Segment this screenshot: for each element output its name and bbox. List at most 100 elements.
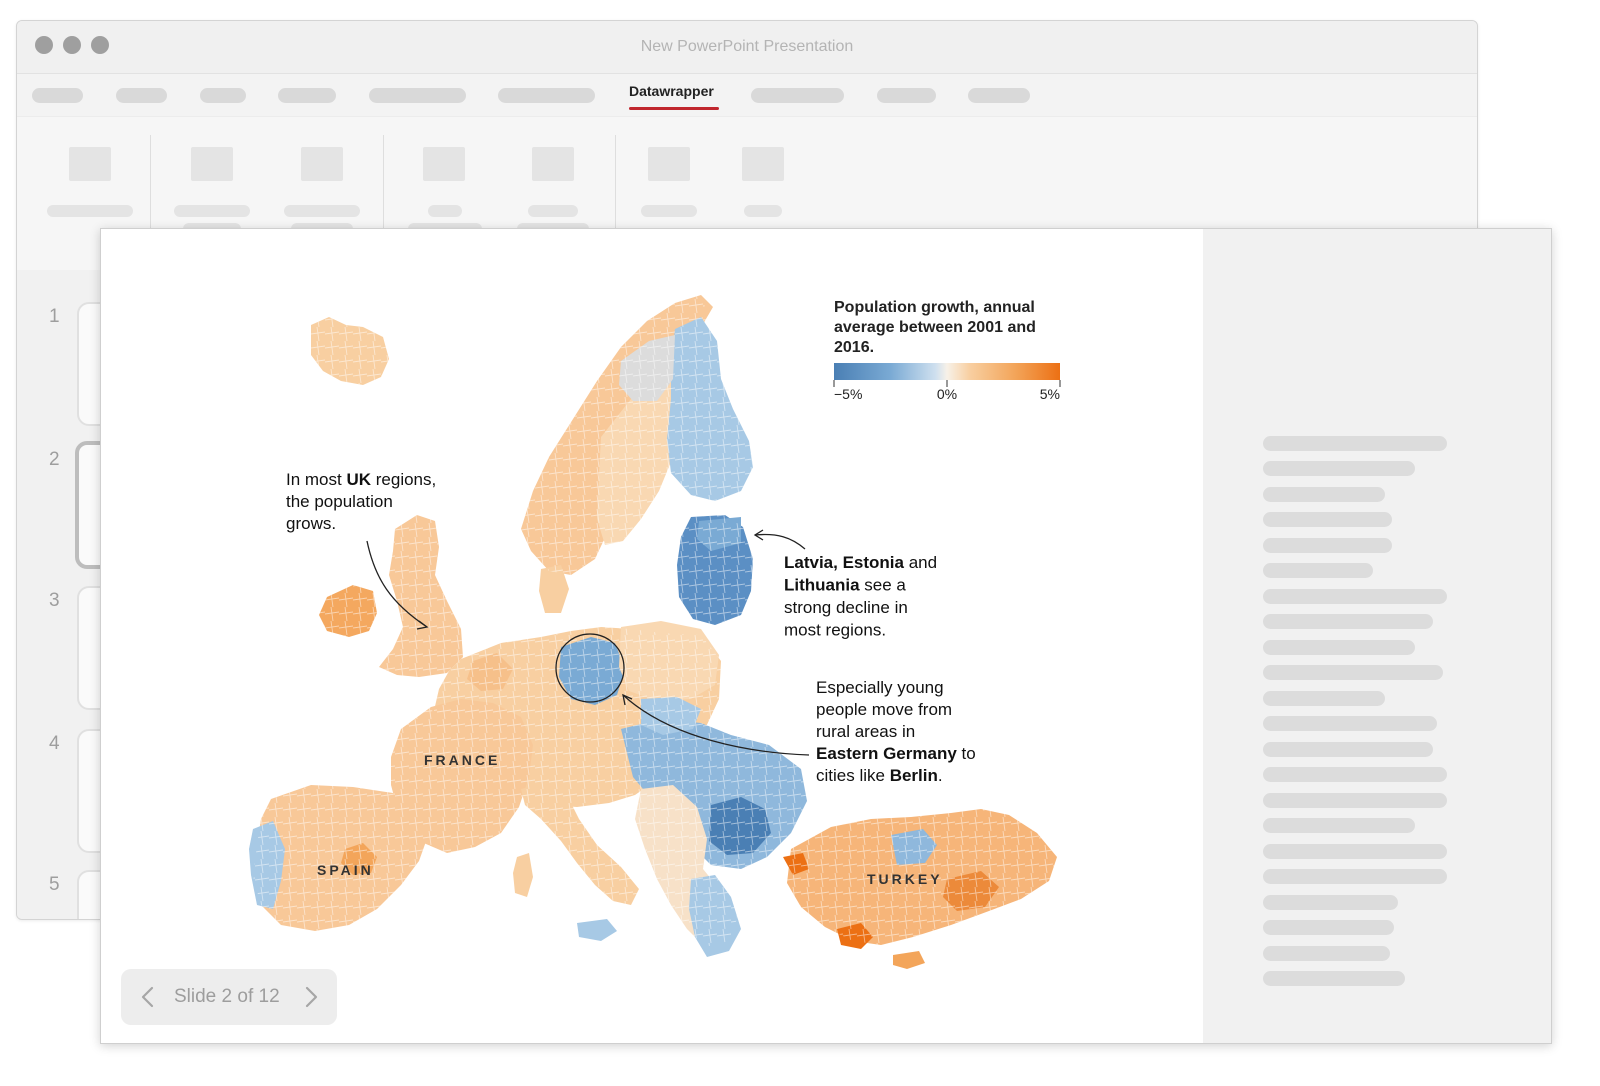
map-legend: Population growth, annual average betwee… bbox=[833, 299, 1061, 402]
annotation-arrows bbox=[366, 529, 810, 756]
annotation-line: the population bbox=[286, 492, 393, 511]
ribbon-button-icon[interactable] bbox=[301, 147, 343, 181]
slide-number: 1 bbox=[49, 306, 60, 327]
notes-text-placeholder bbox=[1263, 461, 1415, 476]
notes-text-placeholder bbox=[1263, 716, 1437, 731]
tab-placeholder[interactable] bbox=[200, 88, 246, 103]
legend-color-scale bbox=[834, 363, 1060, 380]
ribbon-button-label bbox=[47, 205, 133, 217]
ribbon-button-icon[interactable] bbox=[532, 147, 574, 181]
annotation-run: strong decline in bbox=[784, 598, 908, 617]
notes-text-placeholder bbox=[1263, 665, 1443, 680]
annotation-bold-run: Latvia, Estonia bbox=[784, 553, 905, 572]
ribbon-button-icon[interactable] bbox=[742, 147, 784, 181]
arrow-baltics bbox=[754, 533, 806, 550]
ribbon-button-label bbox=[528, 205, 578, 217]
arrowhead-uk bbox=[416, 620, 429, 630]
notes-text-placeholder bbox=[1263, 920, 1394, 935]
notes-text-placeholder bbox=[1263, 869, 1447, 884]
tab-placeholder[interactable] bbox=[369, 88, 466, 103]
ribbon-separator bbox=[615, 135, 616, 243]
close-window-button[interactable] bbox=[35, 36, 53, 54]
cyprus-region bbox=[893, 951, 925, 969]
arrowhead-eastern-germany bbox=[622, 693, 633, 706]
tab-placeholder[interactable] bbox=[32, 88, 83, 103]
notes-text-placeholder bbox=[1263, 563, 1373, 578]
ribbon-button-icon[interactable] bbox=[648, 147, 690, 181]
ribbon-button-label bbox=[428, 205, 462, 217]
tab-placeholder[interactable] bbox=[877, 88, 936, 103]
chevron-left-icon[interactable] bbox=[133, 982, 163, 1012]
country-label-france: FRANCE bbox=[424, 752, 500, 768]
tab-placeholder[interactable] bbox=[278, 88, 336, 103]
country-label-spain: SPAIN bbox=[317, 862, 374, 878]
annotation-run: people move from bbox=[816, 700, 952, 719]
annotation-line: people move from bbox=[816, 700, 952, 719]
annotation-line: grows. bbox=[286, 514, 336, 533]
europe-population-map: FRANCE SPAIN TURKEY Population growth, a… bbox=[249, 295, 1061, 969]
slide-number: 3 bbox=[49, 590, 60, 611]
tab-placeholder[interactable] bbox=[116, 88, 167, 103]
notes-text-placeholder bbox=[1263, 767, 1447, 782]
minimize-window-button[interactable] bbox=[63, 36, 81, 54]
legend-title-line: 2016. bbox=[834, 339, 874, 356]
title-bar: New PowerPoint Presentation bbox=[17, 21, 1477, 74]
annotation-bold-run: Eastern Germany bbox=[816, 744, 957, 763]
notes-text-placeholder bbox=[1263, 487, 1385, 502]
slide-number: 5 bbox=[49, 874, 60, 895]
window-title: New PowerPoint Presentation bbox=[640, 38, 854, 55]
notes-text-placeholder bbox=[1263, 793, 1447, 808]
annotation-run: to bbox=[957, 744, 976, 763]
ribbon-button-label bbox=[174, 205, 250, 217]
annotation-eastern-germany: Especially young people move from rural ar… bbox=[816, 678, 976, 785]
annotation-baltics: Latvia, Estonia and Lithuania see a strong… bbox=[784, 553, 937, 640]
zoom-window-button[interactable] bbox=[91, 36, 109, 54]
tab-datawrapper[interactable]: Datawrapper bbox=[629, 83, 714, 99]
annotation-bold-run: UK bbox=[346, 470, 371, 489]
notes-text-placeholder bbox=[1263, 640, 1415, 655]
annotation-line: strong decline in bbox=[784, 598, 908, 617]
annotation-line: Especially young bbox=[816, 678, 944, 697]
annotation-line: In most UK regions, bbox=[286, 470, 436, 489]
ribbon-button-label bbox=[284, 205, 360, 217]
notes-text-placeholder bbox=[1263, 946, 1390, 961]
annotation-line: rural areas in bbox=[816, 722, 915, 741]
annotation-run: . bbox=[938, 766, 943, 785]
slide-number: 4 bbox=[49, 733, 60, 754]
active-tab-underline bbox=[629, 107, 719, 110]
notes-text-placeholder bbox=[1263, 895, 1398, 910]
ribbon-separator bbox=[383, 135, 384, 243]
legend-title-line: Population growth, annual bbox=[834, 299, 1035, 316]
annotation-run: Especially young bbox=[816, 678, 944, 697]
annotation-run: and bbox=[904, 553, 937, 572]
legend-title-line: average between 2001 and bbox=[834, 319, 1036, 336]
tab-placeholder[interactable] bbox=[498, 88, 595, 103]
ribbon-button-icon[interactable] bbox=[191, 147, 233, 181]
eastern-germany-circle bbox=[555, 633, 625, 703]
annotation-run: see a bbox=[860, 576, 907, 595]
ribbon-button-icon[interactable] bbox=[423, 147, 465, 181]
chevron-right-icon[interactable] bbox=[296, 982, 326, 1012]
notes-text-placeholder bbox=[1263, 742, 1433, 757]
tab-placeholder[interactable] bbox=[751, 88, 844, 103]
ribbon-tabs: Datawrapper bbox=[17, 74, 1477, 116]
annotation-line: Latvia, Estonia and bbox=[784, 553, 937, 572]
annotation-run: rural areas in bbox=[816, 722, 915, 741]
annotation-line: cities like Berlin. bbox=[816, 766, 943, 785]
notes-text-placeholder bbox=[1263, 614, 1433, 629]
annotation-run: regions, bbox=[371, 470, 436, 489]
arrow-eastern-germany bbox=[622, 694, 810, 756]
slide-canvas[interactable]: FRANCE SPAIN TURKEY Population growth, a… bbox=[100, 228, 1552, 1044]
notes-text-placeholder bbox=[1263, 436, 1447, 451]
notes-text-placeholder bbox=[1263, 589, 1447, 604]
ribbon-button-icon[interactable] bbox=[69, 147, 111, 181]
tab-placeholder[interactable] bbox=[968, 88, 1030, 103]
annotation-run: most regions. bbox=[784, 621, 886, 640]
notes-pane[interactable] bbox=[1203, 229, 1551, 1043]
notes-text-placeholder bbox=[1263, 538, 1392, 553]
notes-text-placeholder bbox=[1263, 844, 1447, 859]
notes-text-placeholder bbox=[1263, 818, 1415, 833]
arrow-uk bbox=[366, 540, 428, 628]
annotation-line: most regions. bbox=[784, 621, 886, 640]
annotation-line: Eastern Germany to bbox=[816, 744, 976, 763]
